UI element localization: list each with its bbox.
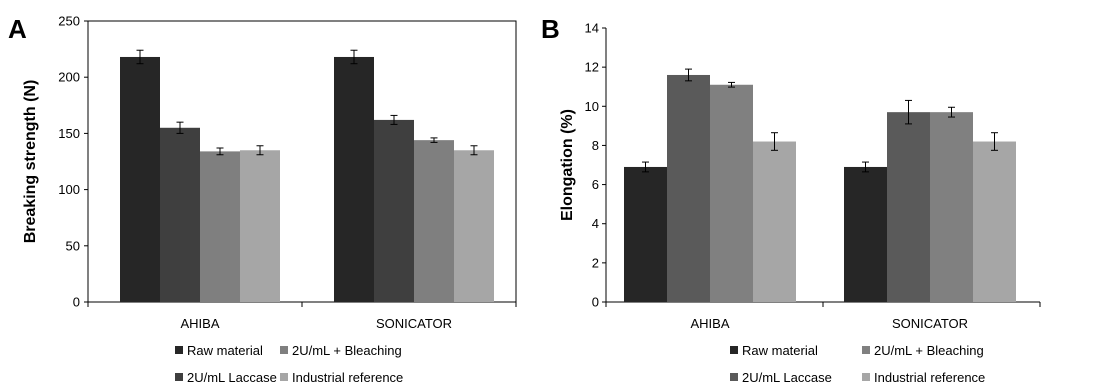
bar [200,151,240,302]
x-category-label: AHIBA [690,316,729,331]
y-tick-label: 100 [58,182,80,197]
legend-label: Raw material [187,343,263,358]
bar [710,84,753,302]
y-tick-label: 200 [58,70,80,85]
y-axis-title: Breaking strength (N) [22,80,39,244]
y-tick-label: 10 [585,99,599,114]
panel-letter: B [541,14,560,44]
bar [160,127,200,302]
bar [844,166,887,302]
y-tick-label: 0 [592,295,599,310]
legend-swatch [280,373,288,381]
y-axis-title: Elongation (%) [559,109,576,221]
bar [753,141,796,302]
legend: Raw material 2U/mL + Bleaching 2U/mL Lacca… [730,343,985,385]
legend-label: 2U/mL + Bleaching [292,343,402,358]
y-tick-label: 14 [585,21,599,36]
legend-label: 2U/mL Laccase [742,370,832,385]
legend-swatch [730,346,738,354]
y-tick-label: 50 [66,238,80,253]
panel-letter: A [8,14,27,44]
legend-swatch [175,346,183,354]
y-tick-label: 2 [592,255,599,270]
legend-label: Industrial reference [874,370,985,385]
legend: Raw material 2U/mL + Bleaching 2U/mL Lacca… [175,343,403,385]
y-tick-label: 8 [592,138,599,153]
legend-swatch [862,346,870,354]
x-category-label: AHIBA [180,316,219,331]
legend-swatch [730,373,738,381]
y-tick-label: 250 [58,14,80,29]
bar [454,150,494,302]
chart-panel-a: A 0 50 100 150 200 250 Breaking strength (N) AHI… [8,14,517,385]
legend-swatch [280,346,288,354]
x-category-label: SONICATOR [892,316,968,331]
bar [120,56,160,302]
y-tick-label: 12 [585,60,599,75]
y-tick-label: 6 [592,177,599,192]
bar [374,119,414,302]
legend-label: Raw material [742,343,818,358]
bar [887,112,930,303]
legend-label: 2U/mL Laccase [187,370,277,385]
bar [973,141,1016,302]
y-tick-label: 150 [58,126,80,141]
legend-swatch [175,373,183,381]
legend-swatch [862,373,870,381]
legend-label: Industrial reference [292,370,403,385]
legend-label: 2U/mL + Bleaching [874,343,984,358]
bar [334,56,374,302]
chart-panel-b: B 0 2 4 6 8 10 12 14 Elongation (%) AHIBA SONICATOR… [541,14,1041,385]
bar [624,166,667,302]
bar [240,150,280,302]
bar [414,140,454,302]
x-category-label: SONICATOR [376,316,452,331]
bar [930,112,973,303]
bar [667,74,710,302]
y-tick-label: 4 [592,216,599,231]
y-tick-label: 0 [73,295,80,310]
